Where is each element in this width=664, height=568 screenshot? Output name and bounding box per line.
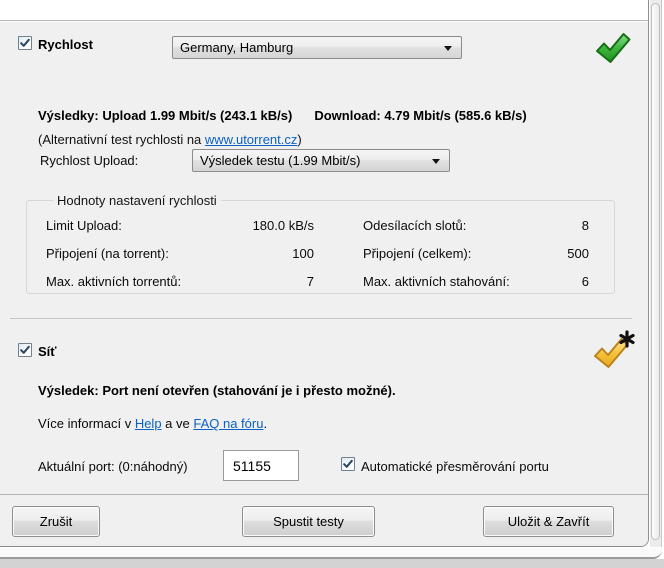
port-input[interactable] xyxy=(223,450,299,481)
chevron-down-icon xyxy=(432,159,440,164)
setting-label: Odesílacích slotů: xyxy=(363,217,467,233)
network-result-text: Výsledek: Port není otevřen (stahování j… xyxy=(38,383,396,398)
checkmark-icon xyxy=(343,459,353,468)
setting-label: Limit Upload: xyxy=(46,217,122,233)
setting-value: 7 xyxy=(306,273,314,289)
speed-section-label: Rychlost xyxy=(38,37,93,52)
setting-label: Připojení (celkem): xyxy=(363,245,472,261)
speed-results-upload: Výsledky: Upload 1.99 Mbit/s (243.1 kB/s… xyxy=(38,108,293,123)
faq-link[interactable]: FAQ na fóru xyxy=(193,416,264,431)
button-bar: Zrušit Spustit testy Uložit & Zavřít xyxy=(0,494,648,546)
setting-value: 500 xyxy=(567,245,589,261)
speed-results: Výsledky: Upload 1.99 Mbit/s (243.1 kB/s… xyxy=(38,108,527,123)
setting-value: 8 xyxy=(581,217,589,233)
server-select[interactable]: Germany, Hamburg xyxy=(172,36,462,59)
speed-results-download: Download: 4.79 Mbit/s (585.6 kB/s) xyxy=(314,108,527,123)
setting-label: Max. aktivních torrentů: xyxy=(46,273,182,289)
checkmark-icon xyxy=(20,345,30,354)
info-suffix: . xyxy=(263,416,268,431)
dialog-client-area: Rychlost Germany, Hamburg Výsledky: Uplo… xyxy=(0,0,649,547)
port-label: Aktuální port: (0:náhodný) xyxy=(38,459,188,474)
run-tests-button[interactable]: Spustit testy xyxy=(242,506,375,537)
setting-value: 180.0 kB/s xyxy=(252,217,314,233)
setting-label: Max. aktivních stahování: xyxy=(363,273,510,289)
alt-note-suffix: ) xyxy=(297,132,302,147)
speed-section-checkbox[interactable] xyxy=(18,36,32,50)
cancel-button[interactable]: Zrušit xyxy=(12,506,100,537)
asterisk-icon xyxy=(619,330,635,348)
desktop-background xyxy=(0,559,664,568)
utorrent-cz-link[interactable]: www.utorrent.cz xyxy=(204,132,298,147)
settings-panel: Rychlost Germany, Hamburg Výsledky: Uplo… xyxy=(0,22,648,494)
alt-speedtest-note: (Alternativní test rychlosti na www.utor… xyxy=(38,132,302,147)
network-info-text: Více informací v Help a ve FAQ na fóru. xyxy=(38,416,267,431)
top-strip xyxy=(0,0,648,21)
scrollbar-thumb[interactable] xyxy=(651,3,660,540)
upload-speed-label: Rychlost Upload: xyxy=(40,153,139,168)
setting-label: Připojení (na torrent): xyxy=(46,245,169,261)
yellow-check-warning-icon xyxy=(594,330,635,368)
info-prefix: Více informací v xyxy=(38,416,135,431)
checkmark-icon xyxy=(20,38,30,47)
port-forwarding-checkbox[interactable] xyxy=(341,457,355,471)
setting-value: 100 xyxy=(292,245,314,261)
setting-row: Limit Upload: 180.0 kB/s Odesílacích slo… xyxy=(46,211,614,239)
server-select-value: Germany, Hamburg xyxy=(180,40,294,55)
alt-note-prefix: (Alternativní test rychlosti na xyxy=(38,132,205,147)
section-divider xyxy=(10,318,632,319)
upload-speed-select-value: Výsledek testu (1.99 Mbit/s) xyxy=(200,153,361,168)
speed-settings-group: Hodnoty nastavení rychlosti Limit Upload… xyxy=(26,193,615,294)
network-section-checkbox[interactable] xyxy=(18,343,32,357)
group-title: Hodnoty nastavení rychlosti xyxy=(57,193,217,208)
setting-row: Připojení (na torrent): 100 Připojení (c… xyxy=(46,239,614,267)
setting-value: 6 xyxy=(581,273,589,289)
port-forwarding-label: Automatické přesměrování portu xyxy=(361,459,549,474)
help-link[interactable]: Help xyxy=(134,416,162,431)
save-close-button[interactable]: Uložit & Zavřít xyxy=(483,506,614,537)
upload-speed-select[interactable]: Výsledek testu (1.99 Mbit/s) xyxy=(192,149,450,172)
chevron-down-icon xyxy=(444,46,452,51)
info-mid: a ve xyxy=(161,416,194,431)
scrollbar[interactable] xyxy=(650,0,662,547)
setting-row: Max. aktivních torrentů: 7 Max. aktivníc… xyxy=(46,267,614,295)
green-check-icon xyxy=(596,33,631,63)
network-section-label: Síť xyxy=(38,344,57,359)
window-frame-bottom xyxy=(0,548,662,559)
